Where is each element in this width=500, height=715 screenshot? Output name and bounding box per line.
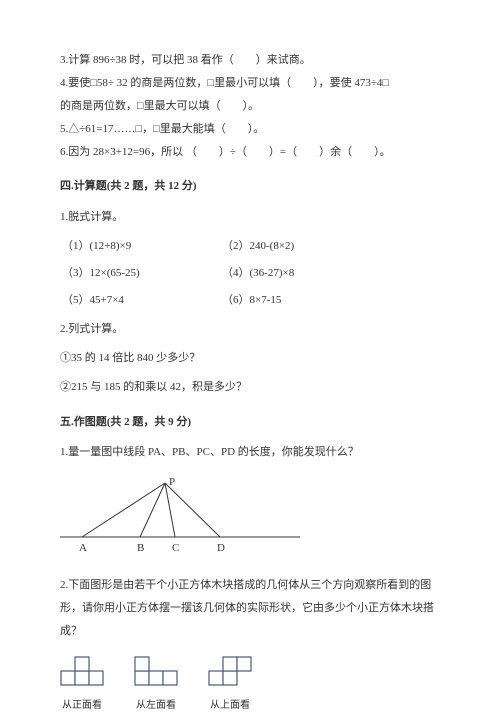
svg-text:B: B xyxy=(137,542,144,554)
line-segment-diagram: P A B C D xyxy=(60,475,450,563)
s4-q2-sub1: ①35 的 14 倍比 840 少多少？ xyxy=(60,348,450,369)
question-4-line1: 4.要使□58÷ 32 的商是两位数，□里最小可以填（ ），要使 473÷4□ xyxy=(60,73,450,94)
s4-q2-title: 2.列式计算。 xyxy=(60,319,450,340)
svg-text:P: P xyxy=(169,476,175,488)
calc-row: （3）12×(65-25)（4）(36-27)×8 xyxy=(60,263,450,284)
s5-q2-line2: 形，请你用小正方体摆一摆该几何体的实际形状，它由多少个小正方体木块搭 xyxy=(60,598,450,619)
calc-item: （4）(36-27)×8 xyxy=(222,263,294,284)
front-view-label: 从正面看 xyxy=(60,696,104,715)
calc-list: （1）(12+8)×9（2）240-(8×2)（3）12×(65-25)（4）(… xyxy=(60,236,450,311)
svg-text:A: A xyxy=(79,542,87,554)
s5-q2-line3: 成？ xyxy=(60,621,450,642)
left-view-icon xyxy=(134,656,178,686)
section-5-title: 五.作图题(共 2 题，共 9 分) xyxy=(60,412,450,433)
calc-item: （5）45+7×4 xyxy=(62,290,222,311)
top-view-label: 从上面看 xyxy=(208,696,252,715)
calc-item: （1）(12+8)×9 xyxy=(62,236,222,257)
top-view-block: 从上面看 xyxy=(208,656,252,715)
s4-q2-sub2: ②215 与 185 的和乘以 42，积是多少？ xyxy=(60,377,450,398)
question-6: 6.因为 28×3+12=96，所以 （ ）÷（ ）=（ ）余（ ）。 xyxy=(60,142,450,163)
question-4-line2: 的商是两位数，□里最大可以填（ ）。 xyxy=(60,96,450,117)
top-view-icon xyxy=(208,656,252,686)
left-view-block: 从左面看 xyxy=(134,656,178,715)
calc-item: （3）12×(65-25) xyxy=(62,263,222,284)
front-view-block: 从正面看 xyxy=(60,656,104,715)
svg-text:D: D xyxy=(217,542,225,554)
left-view-label: 从左面看 xyxy=(134,696,178,715)
s4-q1-title: 1.脱式计算。 xyxy=(60,207,450,228)
question-3: 3.计算 896÷38 时，可以把 38 看作（ ）来试商。 xyxy=(60,50,450,71)
section-4-title: 四.计算题(共 2 题，共 12 分) xyxy=(60,176,450,197)
front-view-icon xyxy=(60,656,104,686)
calc-row: （5）45+7×4（6）8×7-15 xyxy=(60,290,450,311)
calc-item: （2）240-(8×2) xyxy=(222,236,294,257)
svg-text:C: C xyxy=(172,542,179,554)
calc-item: （6）8×7-15 xyxy=(222,290,281,311)
calc-row: （1）(12+8)×9（2）240-(8×2) xyxy=(60,236,450,257)
views-row: 从正面看 从左面看 从上面看 xyxy=(60,656,450,715)
s5-q2-line1: 2.下面图形是由若干个小正方体木块搭成的几何体从三个方向观察所看到的图 xyxy=(60,575,450,596)
s5-q1-title: 1.量一量图中线段 PA、PB、PC、PD 的长度，你能发现什么？ xyxy=(60,442,450,463)
question-5: 5.△÷61=17……□，□里最大能填（ ）。 xyxy=(60,119,450,140)
